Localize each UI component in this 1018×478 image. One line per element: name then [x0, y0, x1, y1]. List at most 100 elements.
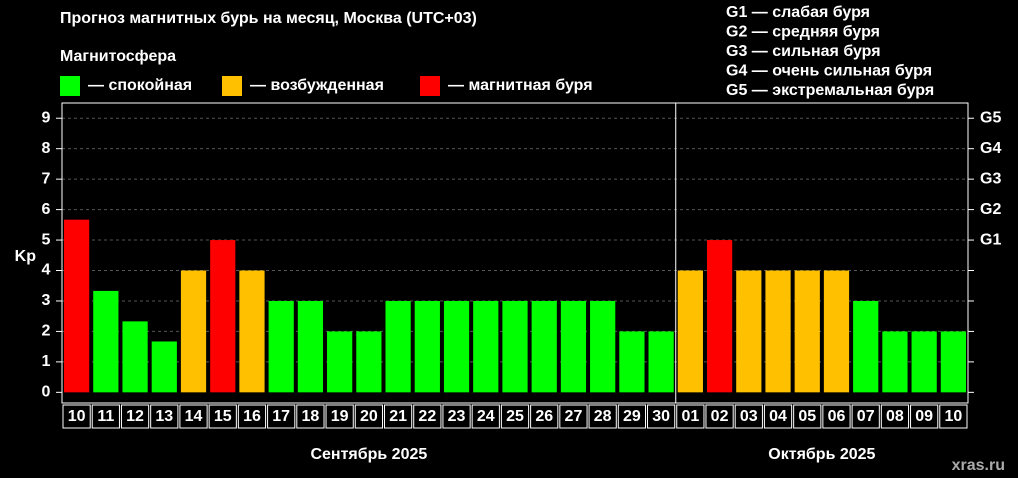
bar [531, 300, 557, 393]
legend-label: — магнитная буря [448, 77, 593, 94]
x-tick-label: 07 [857, 408, 875, 425]
category-cell [939, 404, 968, 429]
bar [210, 240, 236, 393]
y-tick-label: 5 [42, 231, 51, 248]
bar [823, 270, 850, 393]
x-tick-label: 10 [68, 408, 86, 425]
bar [677, 270, 703, 393]
scale-note: G4 — очень сильная буря [726, 63, 932, 80]
scale-note: G2 — средняя буря [726, 24, 880, 41]
bar [385, 300, 411, 393]
bar [706, 240, 733, 393]
category-cell [383, 404, 413, 429]
bar [414, 300, 440, 393]
category-cell [91, 404, 120, 429]
category-cell [617, 404, 647, 429]
category-cell [471, 404, 500, 429]
x-tick-label: 12 [126, 408, 144, 425]
category-cell [179, 404, 208, 429]
y2-tick-label: G4 [980, 140, 1001, 157]
category-cell [500, 404, 530, 429]
y-tick-label: 0 [42, 384, 51, 401]
x-tick-label: 10 [944, 408, 962, 425]
x-tick-label: 28 [594, 408, 612, 425]
bar [736, 270, 762, 393]
category-cell [530, 404, 559, 429]
x-tick-label: 11 [97, 408, 114, 425]
category-cell [413, 404, 442, 429]
category-cell [237, 404, 267, 429]
x-tick-label: 03 [740, 408, 758, 425]
x-tick-label: 30 [652, 408, 670, 425]
bar [765, 270, 791, 393]
x-tick-label: 01 [681, 408, 699, 425]
bar [151, 341, 177, 393]
bar [911, 331, 937, 393]
category-cell [442, 404, 471, 429]
category-cell [763, 404, 793, 429]
x-tick-label: 08 [886, 408, 904, 425]
y-axis-label: Kp [15, 248, 37, 265]
bar [648, 331, 674, 393]
bar [64, 219, 90, 393]
category-cell [325, 404, 354, 429]
legend-swatch [222, 76, 242, 96]
y2-tick-label: G1 [980, 231, 1001, 248]
x-tick-label: 18 [302, 408, 320, 425]
scale-note: G5 — экстремальная буря [726, 82, 934, 99]
bar [853, 300, 879, 393]
category-cell [734, 404, 763, 429]
category-cell [208, 404, 237, 429]
y-tick-label: 1 [42, 353, 51, 370]
category-cell [62, 404, 91, 429]
watermark: xras.ru [952, 457, 1005, 474]
scale-note: G1 — слабая буря [726, 4, 870, 21]
legend-swatch [420, 76, 440, 96]
plot-frame [61, 102, 969, 404]
category-cell [647, 404, 676, 429]
y-tick-label: 2 [42, 323, 51, 340]
legend-label: — спокойная [88, 77, 192, 94]
bar [327, 331, 353, 393]
bar [473, 300, 499, 393]
category-cell [559, 404, 588, 429]
legend-swatch [60, 76, 80, 96]
legend-label: — возбужденная [250, 77, 384, 94]
category-cell [910, 404, 939, 429]
y2-tick-label: G5 [980, 109, 1001, 126]
y-tick-label: 4 [42, 262, 51, 279]
x-tick-label: 29 [623, 408, 641, 425]
x-tick-label: 13 [155, 408, 173, 425]
y-tick-label: 9 [42, 109, 51, 126]
x-tick-label: 15 [214, 408, 232, 425]
x-tick-label: 22 [418, 408, 436, 425]
bar [122, 321, 148, 393]
group-label: Сентябрь 2025 [310, 446, 427, 463]
category-cell [354, 404, 383, 429]
bar [882, 331, 908, 393]
bar [619, 331, 645, 393]
x-tick-label: 26 [535, 408, 553, 425]
bar [560, 300, 587, 393]
x-tick-label: 06 [828, 408, 846, 425]
y-tick-label: 8 [42, 140, 51, 157]
category-cell [851, 404, 880, 429]
bar [239, 270, 265, 393]
category-cell [267, 404, 296, 429]
bar [590, 300, 616, 393]
category-cell [676, 404, 705, 429]
group-label: Октябрь 2025 [768, 446, 875, 463]
category-cell [822, 404, 851, 429]
x-tick-label: 09 [915, 408, 933, 425]
scale-note: G3 — сильная буря [726, 43, 881, 60]
x-tick-label: 05 [798, 408, 816, 425]
category-cell [120, 404, 150, 429]
bar [356, 331, 382, 393]
x-tick-label: 17 [272, 408, 290, 425]
bar [794, 270, 820, 393]
x-tick-label: 02 [711, 408, 729, 425]
bar [93, 290, 119, 393]
category-cell [705, 404, 734, 429]
x-tick-label: 14 [185, 408, 203, 425]
